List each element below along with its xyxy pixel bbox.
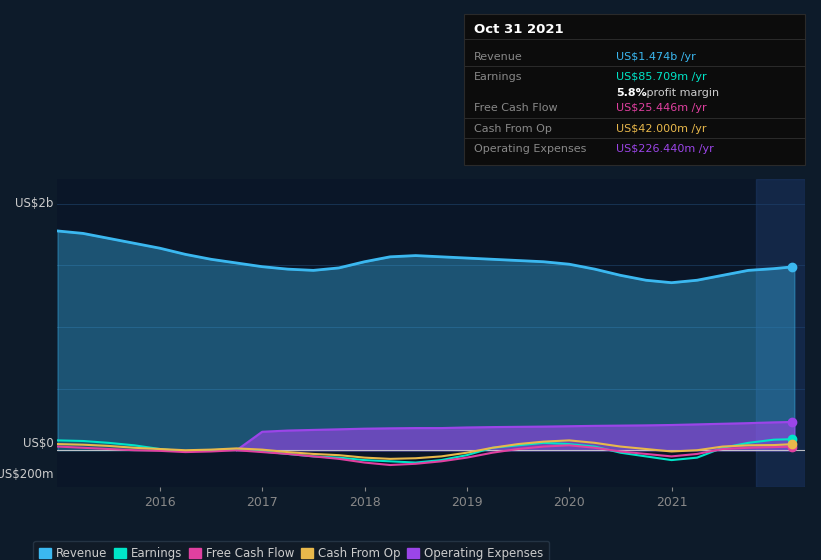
Legend: Revenue, Earnings, Free Cash Flow, Cash From Op, Operating Expenses: Revenue, Earnings, Free Cash Flow, Cash … (34, 541, 549, 560)
Text: Free Cash Flow: Free Cash Flow (474, 104, 557, 114)
Text: US$25.446m /yr: US$25.446m /yr (616, 104, 706, 114)
Text: Cash From Op: Cash From Op (474, 124, 552, 134)
Text: Revenue: Revenue (474, 52, 522, 62)
Text: US$1.474b /yr: US$1.474b /yr (616, 52, 695, 62)
Text: US$226.440m /yr: US$226.440m /yr (616, 144, 713, 154)
Text: -US$200m: -US$200m (0, 468, 53, 482)
Text: US$0: US$0 (23, 437, 53, 450)
Text: US$42.000m /yr: US$42.000m /yr (616, 124, 706, 134)
Text: Oct 31 2021: Oct 31 2021 (474, 23, 563, 36)
Text: US$85.709m /yr: US$85.709m /yr (616, 72, 706, 82)
Bar (756, 179, 805, 487)
Text: Earnings: Earnings (474, 72, 522, 82)
Text: Operating Expenses: Operating Expenses (474, 144, 586, 154)
Text: 5.8%: 5.8% (616, 88, 646, 97)
Text: US$2b: US$2b (16, 197, 53, 211)
Text: profit margin: profit margin (643, 88, 719, 97)
